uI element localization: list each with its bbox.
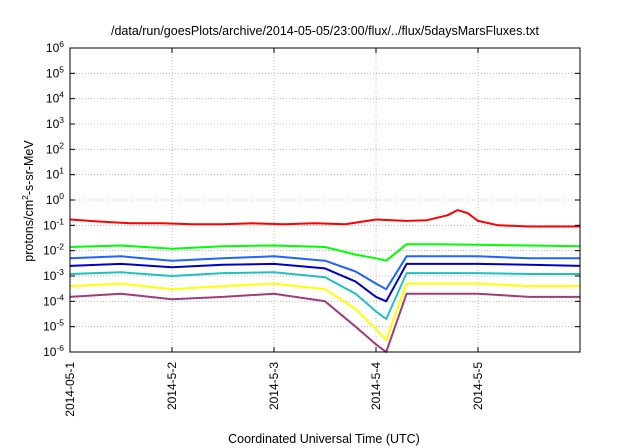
y-tick-exp: 1 — [59, 166, 64, 176]
y-tick-exp: -3 — [56, 267, 64, 277]
y-tick-base: 10 — [43, 345, 57, 359]
y-tick-label: 105 — [46, 64, 64, 80]
series-group — [69, 209, 581, 353]
x-tick-label: 2014-5-3 — [267, 362, 281, 410]
y-tick-exp: 0 — [59, 191, 64, 201]
y-tick-exp: 3 — [59, 115, 64, 125]
y-tick-exp: -1 — [56, 216, 64, 226]
series-line-6 — [69, 292, 580, 353]
y-tick-label: 106 — [46, 39, 64, 55]
y-tick-exp: -2 — [56, 242, 64, 252]
y-tick-label: 10-2 — [43, 242, 64, 258]
chart-title: /data/run/goesPlots/archive/2014-05-05/2… — [111, 24, 540, 38]
y-axis-label-pre: protons/cm — [22, 200, 36, 262]
y-axis-label-post: -s-sr-MeV — [22, 140, 36, 196]
y-axis-label: protons/cm2-s-sr-MeV — [20, 140, 36, 262]
y-tick-label: 10-5 — [43, 318, 64, 334]
y-tick-exp: -5 — [56, 318, 64, 328]
y-tick-exp: -6 — [56, 343, 64, 353]
y-tick-exp: -4 — [56, 292, 64, 302]
y-tick-label: 101 — [46, 166, 64, 182]
x-axis-label: Coordinated Universal Time (UTC) — [228, 432, 420, 446]
y-tick-label: 10-1 — [43, 216, 64, 232]
y-tick-base: 10 — [46, 117, 60, 131]
y-tick-label: 10-4 — [43, 292, 64, 308]
series-line-3 — [69, 262, 581, 303]
y-tick-label: 103 — [46, 115, 64, 131]
y-tick-base: 10 — [46, 142, 60, 156]
x-tick-label: 2014-5-5 — [471, 362, 485, 410]
y-tick-exp: 2 — [59, 140, 64, 150]
series-line-4 — [69, 271, 580, 320]
y-axis-label-sup: 2 — [20, 195, 30, 200]
x-tick-label: 2014-5-2 — [165, 362, 179, 410]
y-tick-exp: 6 — [59, 39, 64, 49]
y-tick-label: 100 — [46, 191, 64, 207]
series-line-0 — [69, 209, 580, 228]
y-tick-exp: 5 — [59, 64, 64, 74]
y-tick-label: 10-6 — [43, 343, 64, 359]
y-tick-base: 10 — [46, 168, 60, 182]
y-tick-base: 10 — [46, 193, 60, 207]
y-tick-base: 10 — [43, 244, 57, 258]
y-tick-label: 10-3 — [43, 267, 64, 283]
y-tick-base: 10 — [43, 294, 57, 308]
series-line-1 — [69, 243, 581, 262]
y-tick-base: 10 — [46, 41, 60, 55]
y-tick-exp: 4 — [59, 90, 64, 100]
y-tick-base: 10 — [43, 218, 57, 232]
y-tick-label: 104 — [46, 90, 64, 106]
series-line-5 — [69, 282, 580, 341]
y-tick-base: 10 — [43, 269, 57, 283]
y-tick-base: 10 — [43, 320, 57, 334]
x-tick-label: 2014-5-4 — [369, 362, 383, 410]
series-line-2 — [69, 255, 580, 291]
y-tick-base: 10 — [46, 66, 60, 80]
y-tick-label: 102 — [46, 140, 64, 156]
y-tick-labels: 10-610-510-410-310-210-11001011021031041… — [43, 39, 580, 359]
y-tick-base: 10 — [46, 92, 60, 106]
x-tick-labels: 2014-05-1 2014-5-2 2014-5-3 2014-5-4 2014-5-… — [63, 48, 485, 417]
x-tick-label: 2014-05-1 — [63, 362, 77, 417]
